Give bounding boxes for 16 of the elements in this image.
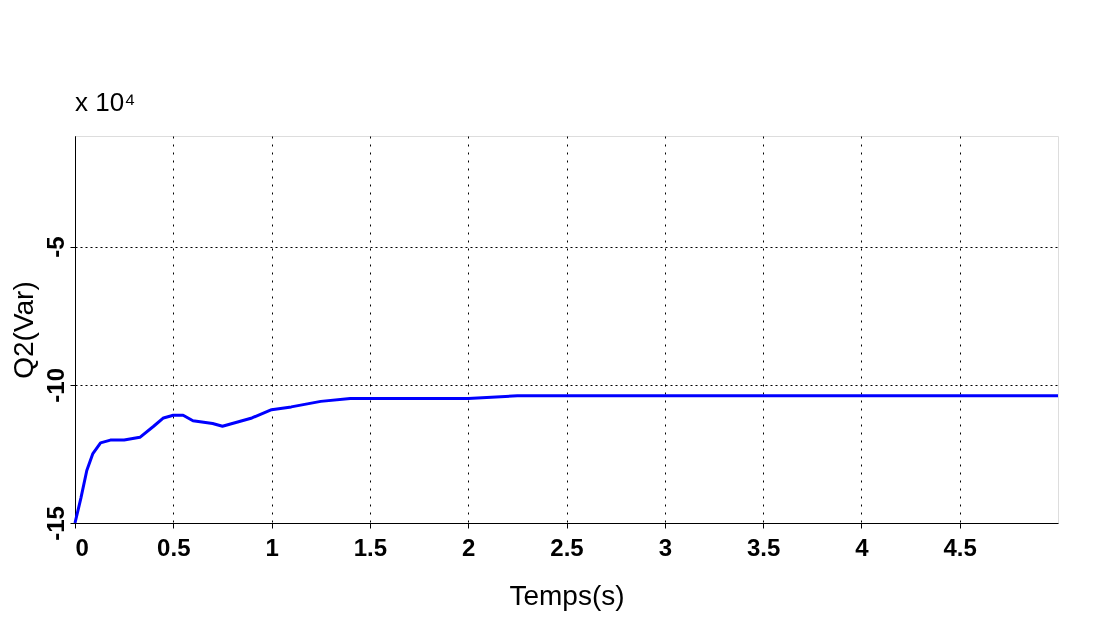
y-tick-label: -10: [41, 367, 69, 403]
x-axis-title: Temps(s): [509, 579, 625, 611]
x-tick-label: 2.5: [550, 533, 584, 561]
y-tick-label: -15: [41, 506, 69, 541]
y-tick-label: -5: [41, 236, 69, 258]
text: x 10⁴: [75, 87, 136, 117]
x-tick-label: 3: [658, 533, 672, 561]
x-tick-label: 1.5: [353, 533, 388, 561]
x-tick-label: 4.5: [943, 533, 977, 561]
y-axis-title: Q2(Var): [7, 281, 39, 379]
x-tick-label: 2: [462, 533, 476, 561]
x-tick-label: 0.5: [157, 533, 191, 561]
x-tick-label: 4: [855, 533, 870, 561]
x-tick-label: 0: [75, 533, 89, 561]
x-tick-label: 1: [265, 533, 279, 561]
x-tick-label: 3.5: [746, 533, 781, 561]
